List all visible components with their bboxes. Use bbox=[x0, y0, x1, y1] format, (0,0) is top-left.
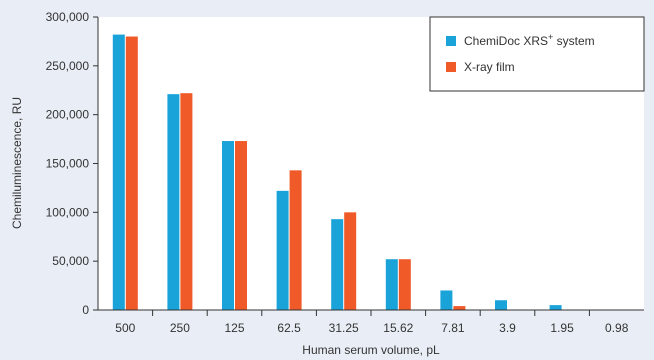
bar-xray-film-500 bbox=[125, 36, 138, 311]
x-tick-label: 7.81 bbox=[441, 321, 465, 335]
x-tick-label: 125 bbox=[224, 321, 244, 335]
bar-xray-film-250 bbox=[180, 93, 193, 311]
x-tick-label: 500 bbox=[115, 321, 135, 335]
y-tick-label: 150,000 bbox=[46, 157, 90, 171]
bar-xray-film-7.81 bbox=[453, 306, 466, 310]
bar-chemidoc-1.95 bbox=[549, 305, 562, 310]
bar-chemidoc-31.25 bbox=[331, 219, 344, 310]
legend-label-xray: X-ray film bbox=[464, 60, 515, 74]
x-axis-label: Human serum volume, pL bbox=[302, 343, 440, 357]
x-tick-label: 250 bbox=[170, 321, 190, 335]
bar-chemidoc-7.81 bbox=[440, 290, 453, 310]
bar-xray-film-62.5 bbox=[289, 170, 302, 310]
bar-xray-film-15.62 bbox=[398, 259, 411, 310]
bar-chemidoc-15.62 bbox=[385, 259, 398, 310]
y-tick-label: 300,000 bbox=[46, 10, 90, 24]
bar-chemidoc-500 bbox=[112, 34, 125, 310]
y-tick-label: 0 bbox=[82, 303, 89, 317]
x-tick-label: 31.25 bbox=[329, 321, 359, 335]
bar-xray-film-125 bbox=[235, 141, 247, 310]
legend-label-chemidoc: ChemiDoc XRS+ system bbox=[464, 32, 595, 48]
y-tick-label: 250,000 bbox=[46, 59, 90, 73]
y-tick-label: 100,000 bbox=[46, 205, 90, 219]
y-axis-label: Chemiluminescence, RU bbox=[10, 97, 24, 229]
x-tick-label: 0.98 bbox=[605, 321, 629, 335]
x-tick-label: 3.9 bbox=[499, 321, 516, 335]
x-tick-label: 1.95 bbox=[550, 321, 574, 335]
bar-xray-film-31.25 bbox=[344, 212, 357, 310]
legend-box bbox=[429, 16, 645, 92]
legend: ChemiDoc XRS+ system X-ray film bbox=[429, 16, 645, 92]
legend-swatch-xray bbox=[446, 62, 456, 72]
legend-swatch-chemidoc bbox=[446, 36, 456, 46]
y-tick-label: 50,000 bbox=[52, 254, 89, 268]
bar-chemidoc-62.5 bbox=[276, 190, 289, 310]
x-tick-label: 15.62 bbox=[383, 321, 413, 335]
y-tick-label: 200,000 bbox=[46, 108, 90, 122]
bar-chemidoc-125 bbox=[222, 141, 234, 310]
x-tick-label: 62.5 bbox=[277, 321, 301, 335]
bar-chemidoc-250 bbox=[167, 94, 180, 310]
bar-chemidoc-3.9 bbox=[495, 300, 507, 310]
